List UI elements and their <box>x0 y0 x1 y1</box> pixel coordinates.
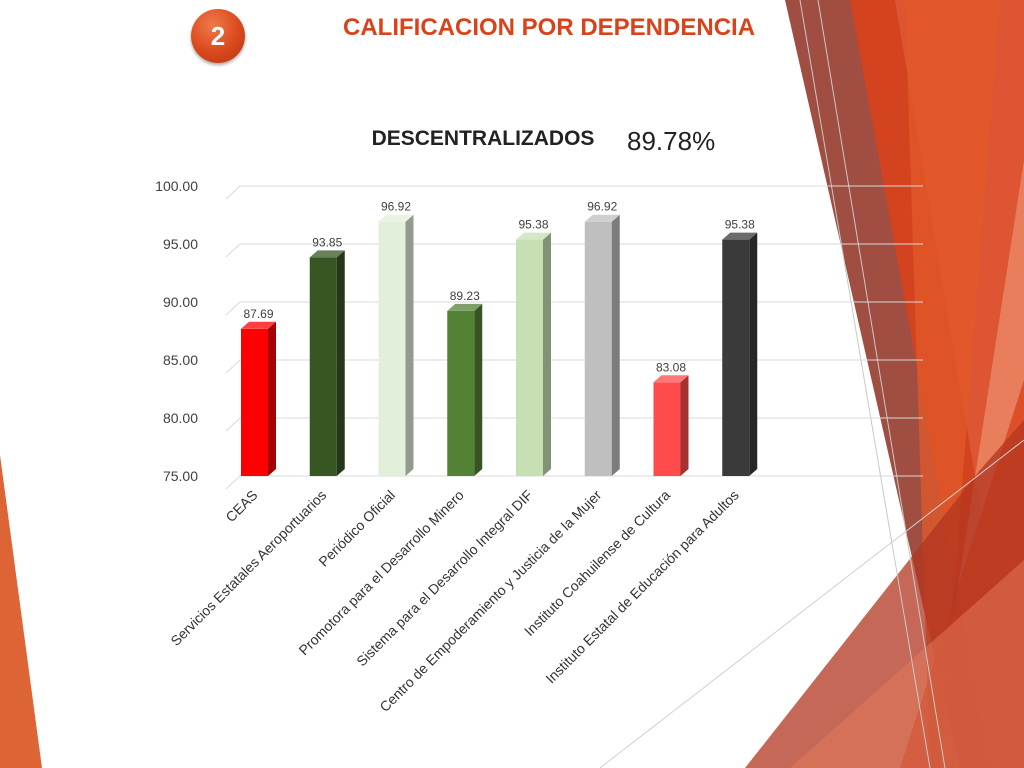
y-tick-label: 85.00 <box>163 352 198 368</box>
slide-number-badge: 2 <box>191 9 245 63</box>
gridline-5 <box>225 185 923 200</box>
bar-7 <box>722 232 758 476</box>
gridline-4 <box>225 243 923 258</box>
bar-4 <box>516 232 551 476</box>
bar-5 <box>584 214 620 476</box>
y-tick-label: 75.00 <box>163 468 198 484</box>
gridline-3 <box>225 301 923 316</box>
x-category-label: Servicios Estatales Aeroportuarios <box>167 487 329 649</box>
bar-6 <box>653 375 689 476</box>
bar-value-label: 95.38 <box>725 218 755 232</box>
chart-gridlines <box>225 185 923 490</box>
y-tick-label: 100.00 <box>155 178 198 194</box>
chart-title: DESCENTRALIZADOS <box>372 127 595 150</box>
y-tick-label: 80.00 <box>163 410 198 426</box>
bar-value-labels: 87.69 93.85 96.92 89.23 95.38 96.92 83.08 95.38 <box>243 200 755 375</box>
bar-value-label: 83.08 <box>656 360 686 374</box>
y-tick-label: 90.00 <box>163 294 198 310</box>
bar-value-label: 93.85 <box>312 235 342 249</box>
bar-value-label: 87.69 <box>243 307 273 321</box>
x-category-label: CEAS <box>222 487 260 525</box>
bar-0 <box>241 321 276 476</box>
x-category-label: Instituto Coahuilense de Cultura <box>521 487 673 639</box>
gridline-1 <box>225 417 923 432</box>
bar-1 <box>309 250 345 476</box>
chart-bars <box>241 214 758 476</box>
bar-value-label: 89.23 <box>450 289 480 303</box>
y-tick-label: 95.00 <box>163 236 198 252</box>
bar-2 <box>378 214 414 476</box>
bar-value-label: 95.38 <box>518 218 548 232</box>
slide-title: CALIFICACION POR DEPENDENCIA <box>343 14 756 41</box>
bar-value-label: 96.92 <box>587 200 617 214</box>
y-axis-tick-labels: 75.00 80.00 85.00 90.00 95.00 100.00 <box>155 178 198 484</box>
bar-3 <box>447 303 483 476</box>
gridline-0 <box>225 475 923 490</box>
bar-value-label: 96.92 <box>381 200 411 214</box>
gridline-2 <box>225 359 923 374</box>
chart-annotation-percentage: 89.78% <box>627 126 715 156</box>
